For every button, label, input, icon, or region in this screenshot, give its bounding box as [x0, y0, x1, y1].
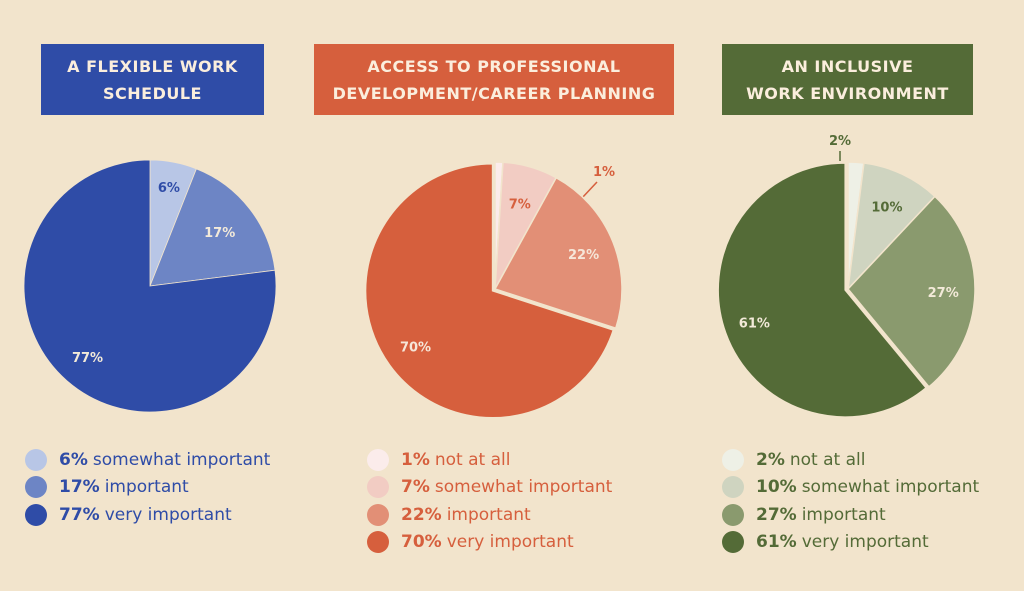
legend-item: 10% somewhat important: [722, 474, 979, 502]
legend-item: 77% very important: [25, 501, 270, 529]
legend-label: somewhat important: [434, 477, 613, 498]
legend-swatch: [367, 531, 389, 554]
legend-label: important: [801, 504, 886, 525]
legend-item: 27% important: [722, 501, 979, 529]
slice-data-label: 2%: [829, 134, 851, 149]
legend-value: 6%: [59, 449, 88, 470]
slice-data-label: 77%: [72, 351, 103, 366]
slice-data-label: 7%: [509, 198, 531, 213]
pie-slice-very-important: [364, 163, 615, 419]
slice-data-label: 10%: [871, 200, 902, 215]
legend-label: not at all: [789, 449, 866, 470]
chart-title: AN INCLUSIVE WORK ENVIRONMENT: [722, 44, 973, 115]
slice-data-label: 17%: [204, 226, 235, 241]
pie-slice-very-important: [23, 159, 277, 413]
legend-item: 70% very important: [367, 529, 612, 557]
slice-data-label: 22%: [568, 248, 599, 263]
legend-item: 1% not at all: [367, 446, 612, 474]
chart-title-line: WORK ENVIRONMENT: [746, 83, 949, 103]
legend-value: 2%: [756, 449, 785, 470]
chart-title-line: DEVELOPMENT/CAREER PLANNING: [332, 83, 656, 103]
slice-data-label: 61%: [739, 317, 770, 332]
chart-title: ACCESS TO PROFESSIONAL DEVELOPMENT/CAREE…: [314, 44, 674, 115]
legend-label: somewhat important: [801, 477, 980, 498]
legend-value: 1%: [401, 449, 430, 470]
legend-label: somewhat important: [92, 449, 271, 470]
legend-swatch: [722, 448, 744, 471]
pie-slice-important: [847, 195, 976, 388]
legend-item: 6% somewhat important: [25, 446, 270, 474]
chart-title-line: AN INCLUSIVE: [781, 56, 914, 76]
legend-swatch: [722, 476, 744, 499]
legend-label: very important: [446, 532, 574, 553]
pie-slice-important: [493, 176, 623, 330]
pie-slice-somewhat-important: [846, 162, 936, 292]
chart-title: A FLEXIBLE WORK SCHEDULE: [41, 44, 264, 115]
slice-data-label: 6%: [158, 181, 180, 196]
legend-value: 17%: [59, 477, 100, 498]
legend-swatch: [25, 503, 47, 526]
legend-label: important: [104, 477, 189, 498]
legend-value: 70%: [401, 532, 442, 553]
chart-title-line: ACCESS TO PROFESSIONAL: [367, 56, 621, 76]
slice-data-label: 27%: [928, 286, 959, 301]
slice-data-label: 70%: [400, 341, 431, 356]
legend-value: 7%: [401, 477, 430, 498]
chart-title-line: A FLEXIBLE WORK: [67, 56, 238, 76]
legend-professional-development: 1% not at all 7% somewhat important 22% …: [367, 446, 612, 556]
slice-data-label: 1%: [593, 165, 615, 180]
legend-value: 61%: [756, 532, 797, 553]
legend-item: 22% important: [367, 501, 612, 529]
legend-swatch: [722, 503, 744, 526]
pie-slice-very-important: [717, 162, 928, 418]
legend-label: very important: [104, 504, 232, 525]
legend-swatch: [367, 476, 389, 499]
legend-label: important: [446, 504, 531, 525]
legend-swatch: [25, 476, 47, 499]
legend-swatch: [722, 531, 744, 554]
legend-value: 10%: [756, 477, 797, 498]
legend-label: not at all: [434, 449, 511, 470]
legend-label: very important: [801, 532, 929, 553]
legend-item: 17% important: [25, 474, 270, 502]
legend-swatch: [367, 448, 389, 471]
legend-value: 22%: [401, 504, 442, 525]
legend-item: 61% very important: [722, 529, 979, 557]
legend-inclusive-environment: 2% not at all 10% somewhat important 27%…: [722, 446, 979, 556]
legend-item: 7% somewhat important: [367, 474, 612, 502]
legend-value: 27%: [756, 504, 797, 525]
callout-line: [581, 181, 598, 199]
chart-title-line: SCHEDULE: [103, 83, 202, 103]
legend-value: 77%: [59, 504, 100, 525]
pie-slice-important: [149, 168, 276, 287]
legend-flexible-schedule: 6% somewhat important 17% important 77% …: [25, 446, 270, 529]
legend-item: 2% not at all: [722, 446, 979, 474]
legend-swatch: [367, 503, 389, 526]
legend-swatch: [25, 448, 47, 471]
